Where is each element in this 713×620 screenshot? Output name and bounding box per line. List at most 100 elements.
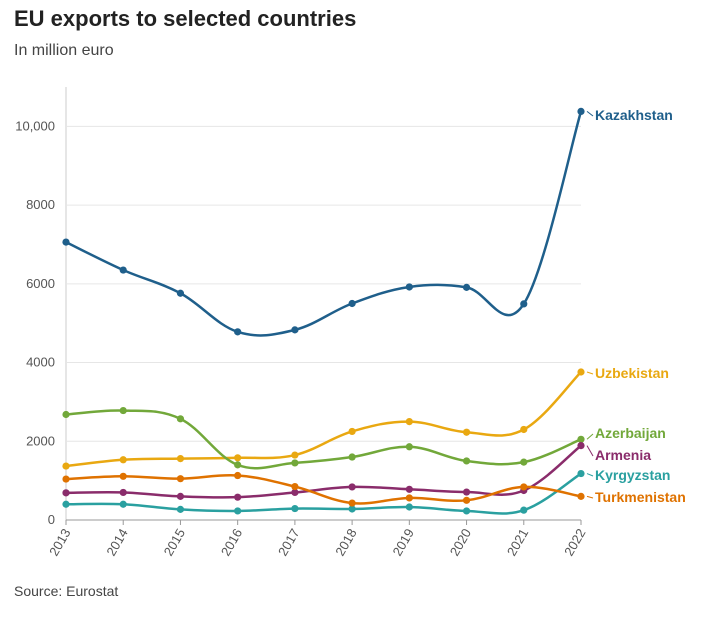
label-connector-kyrgyzstan — [586, 473, 594, 477]
data-point-azerbaijan — [62, 410, 70, 419]
label-connector-uzbekistan — [586, 371, 594, 375]
x-tick-label: 2021 — [504, 526, 531, 559]
x-tick-label: 2015 — [161, 526, 188, 559]
chart-subtitle: In million euro — [14, 42, 114, 59]
data-point-kyrgyzstan — [62, 500, 70, 508]
series-label-uzbekistan: Uzbekistan — [595, 365, 669, 381]
grid-lines — [65, 87, 581, 521]
x-axis: 2013 2014 2015 2016 2017 2018 2019 2020 2021 2022 — [46, 520, 589, 559]
data-point-armenia — [462, 488, 471, 496]
data-point-kazakhstan — [62, 238, 70, 246]
data-point-azerbaijan — [348, 453, 356, 461]
data-point-azerbaijan — [462, 457, 471, 465]
data-point-kyrgyzstan — [462, 507, 471, 515]
data-point-turkmenistan — [119, 472, 127, 480]
data-point-armenia — [62, 489, 70, 497]
y-tick-label: 4000 — [26, 355, 55, 370]
data-point-armenia — [577, 442, 585, 450]
data-point-kazakhstan — [176, 289, 185, 297]
series-line-turkmenistan — [64, 473, 583, 505]
data-point-kyrgyzstan — [348, 505, 356, 513]
source-note: Source: Eurostat — [14, 583, 119, 599]
chart-title: EU exports to selected countries — [14, 6, 357, 31]
data-point-kyrgyzstan — [291, 504, 299, 513]
data-point-kazakhstan — [462, 283, 471, 291]
data-point-turkmenistan — [62, 475, 70, 483]
data-point-armenia — [234, 493, 242, 501]
data-point-uzbekistan — [520, 425, 528, 434]
series-line-uzbekistan — [64, 370, 583, 468]
data-point-turkmenistan — [348, 499, 356, 507]
series-points — [62, 107, 585, 515]
data-point-kyrgyzstan — [577, 469, 585, 478]
data-point-turkmenistan — [291, 482, 299, 491]
data-point-uzbekistan — [176, 454, 185, 463]
series-lines — [64, 110, 583, 515]
data-point-azerbaijan — [176, 415, 185, 423]
data-point-armenia — [348, 483, 356, 491]
y-tick-label: 8000 — [26, 197, 55, 212]
data-point-uzbekistan — [62, 462, 70, 470]
data-point-azerbaijan — [234, 461, 242, 469]
x-tick-label: 2013 — [46, 526, 73, 559]
data-point-uzbekistan — [405, 417, 413, 426]
data-point-kazakhstan — [348, 299, 356, 308]
data-point-turkmenistan — [234, 471, 242, 480]
data-point-kazakhstan — [577, 107, 585, 116]
series-label-kyrgyzstan: Kyrgyzstan — [595, 467, 670, 483]
x-tick-label: 2020 — [447, 526, 474, 559]
label-connector-azerbaijan — [586, 433, 594, 440]
data-point-uzbekistan — [577, 368, 585, 376]
data-point-kazakhstan — [234, 328, 242, 336]
series-label-kazakhstan: Kazakhstan — [595, 107, 673, 123]
x-tick-label: 2016 — [218, 526, 245, 559]
data-point-turkmenistan — [577, 492, 585, 500]
series-line-kyrgyzstan — [64, 472, 583, 515]
data-point-armenia — [176, 492, 185, 500]
series-label-armenia: Armenia — [595, 447, 651, 463]
data-point-uzbekistan — [119, 456, 127, 464]
data-point-armenia — [291, 488, 299, 497]
x-tick-label: 2014 — [103, 526, 130, 559]
data-point-kazakhstan — [520, 300, 528, 308]
data-point-kyrgyzstan — [405, 503, 413, 511]
data-point-azerbaijan — [291, 459, 299, 467]
data-point-azerbaijan — [119, 406, 127, 415]
data-point-kazakhstan — [291, 326, 299, 334]
data-point-kyrgyzstan — [234, 507, 242, 515]
y-tick-label: 10,000 — [15, 118, 55, 133]
data-point-armenia — [119, 488, 127, 497]
series-line-armenia — [64, 444, 583, 499]
data-point-uzbekistan — [462, 428, 471, 436]
data-point-turkmenistan — [462, 496, 471, 504]
data-point-kazakhstan — [119, 266, 127, 274]
data-point-kazakhstan — [405, 283, 413, 291]
data-point-turkmenistan — [520, 483, 528, 491]
y-tick-label: 0 — [48, 512, 55, 527]
series-label-azerbaijan: Azerbaijan — [595, 425, 666, 441]
series-label-turkmenistan: Turkmenistan — [595, 489, 686, 505]
data-point-kyrgyzstan — [176, 505, 185, 513]
data-point-uzbekistan — [348, 427, 356, 436]
y-tick-label: 6000 — [26, 276, 55, 291]
data-point-uzbekistan — [291, 451, 299, 459]
x-tick-label: 2017 — [275, 526, 302, 559]
data-point-uzbekistan — [234, 454, 242, 462]
series-line-kazakhstan — [64, 110, 583, 337]
data-point-turkmenistan — [176, 475, 185, 483]
data-point-turkmenistan — [405, 494, 413, 502]
data-point-azerbaijan — [577, 435, 585, 443]
series-line-azerbaijan — [64, 409, 583, 470]
y-tick-label: 2000 — [26, 433, 55, 448]
x-tick-label: 2022 — [561, 526, 588, 559]
data-point-azerbaijan — [520, 458, 528, 466]
data-point-kyrgyzstan — [119, 500, 127, 508]
y-axis: 0 2000 4000 6000 8000 10,000 — [15, 118, 55, 527]
label-connector-turkmenistan — [586, 495, 594, 499]
series-labels: Kazakhstan Uzbekistan Azerbaijan Armenia Kyr… — [586, 107, 686, 505]
label-connector-kazakhstan — [586, 111, 594, 117]
data-point-azerbaijan — [405, 443, 413, 451]
x-tick-label: 2018 — [332, 526, 359, 559]
x-tick-label: 2019 — [389, 526, 416, 559]
